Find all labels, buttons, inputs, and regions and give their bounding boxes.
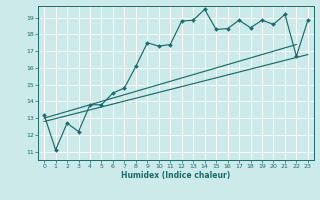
- X-axis label: Humidex (Indice chaleur): Humidex (Indice chaleur): [121, 171, 231, 180]
